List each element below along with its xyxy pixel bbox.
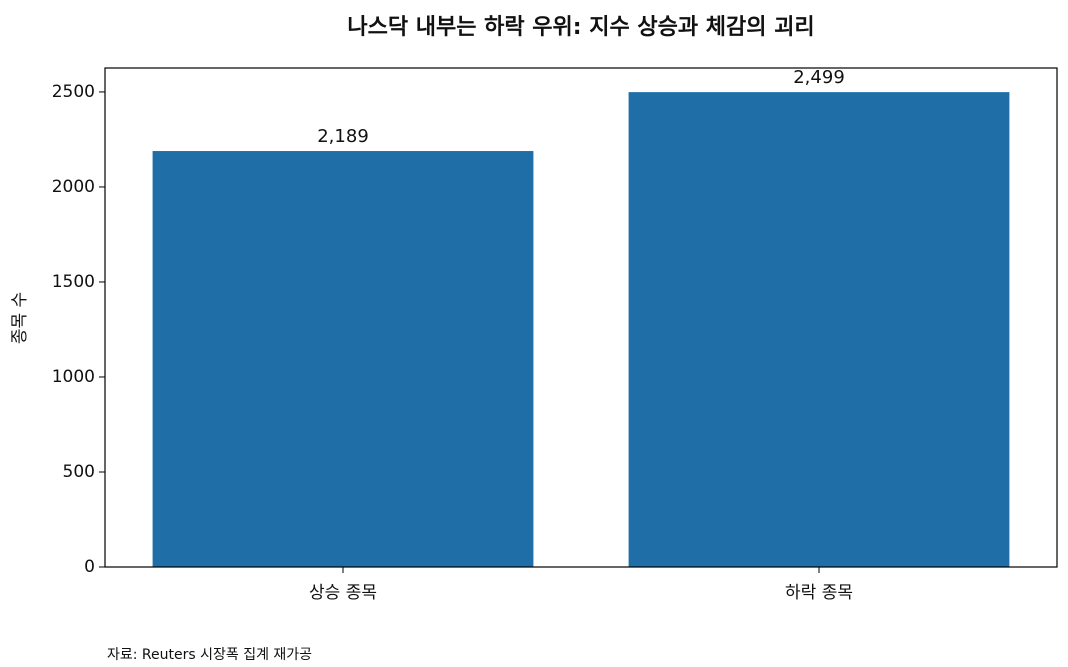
value-label: 2,499	[793, 67, 845, 88]
y-tick-label: 1000	[52, 367, 95, 387]
source-note: 자료: Reuters 시장폭 집계 재가공	[107, 647, 312, 663]
chart-title: 나스닥 내부는 하락 우위: 지수 상승과 체감의 괴리	[347, 15, 814, 40]
y-tick-label: 0	[84, 557, 95, 577]
x-tick-label: 상승 종목	[309, 583, 377, 603]
y-tick-label: 500	[63, 462, 95, 482]
y-tick-label: 2000	[52, 177, 95, 197]
y-tick-label: 1500	[52, 272, 95, 292]
plot-frame	[104, 67, 1058, 568]
y-axis-label: 종목 수	[10, 292, 30, 344]
value-label: 2,189	[317, 126, 369, 147]
y-tick-label: 2500	[52, 82, 95, 102]
x-tick-label: 하락 종목	[785, 583, 853, 603]
bar	[628, 92, 1010, 567]
bar	[152, 151, 534, 567]
